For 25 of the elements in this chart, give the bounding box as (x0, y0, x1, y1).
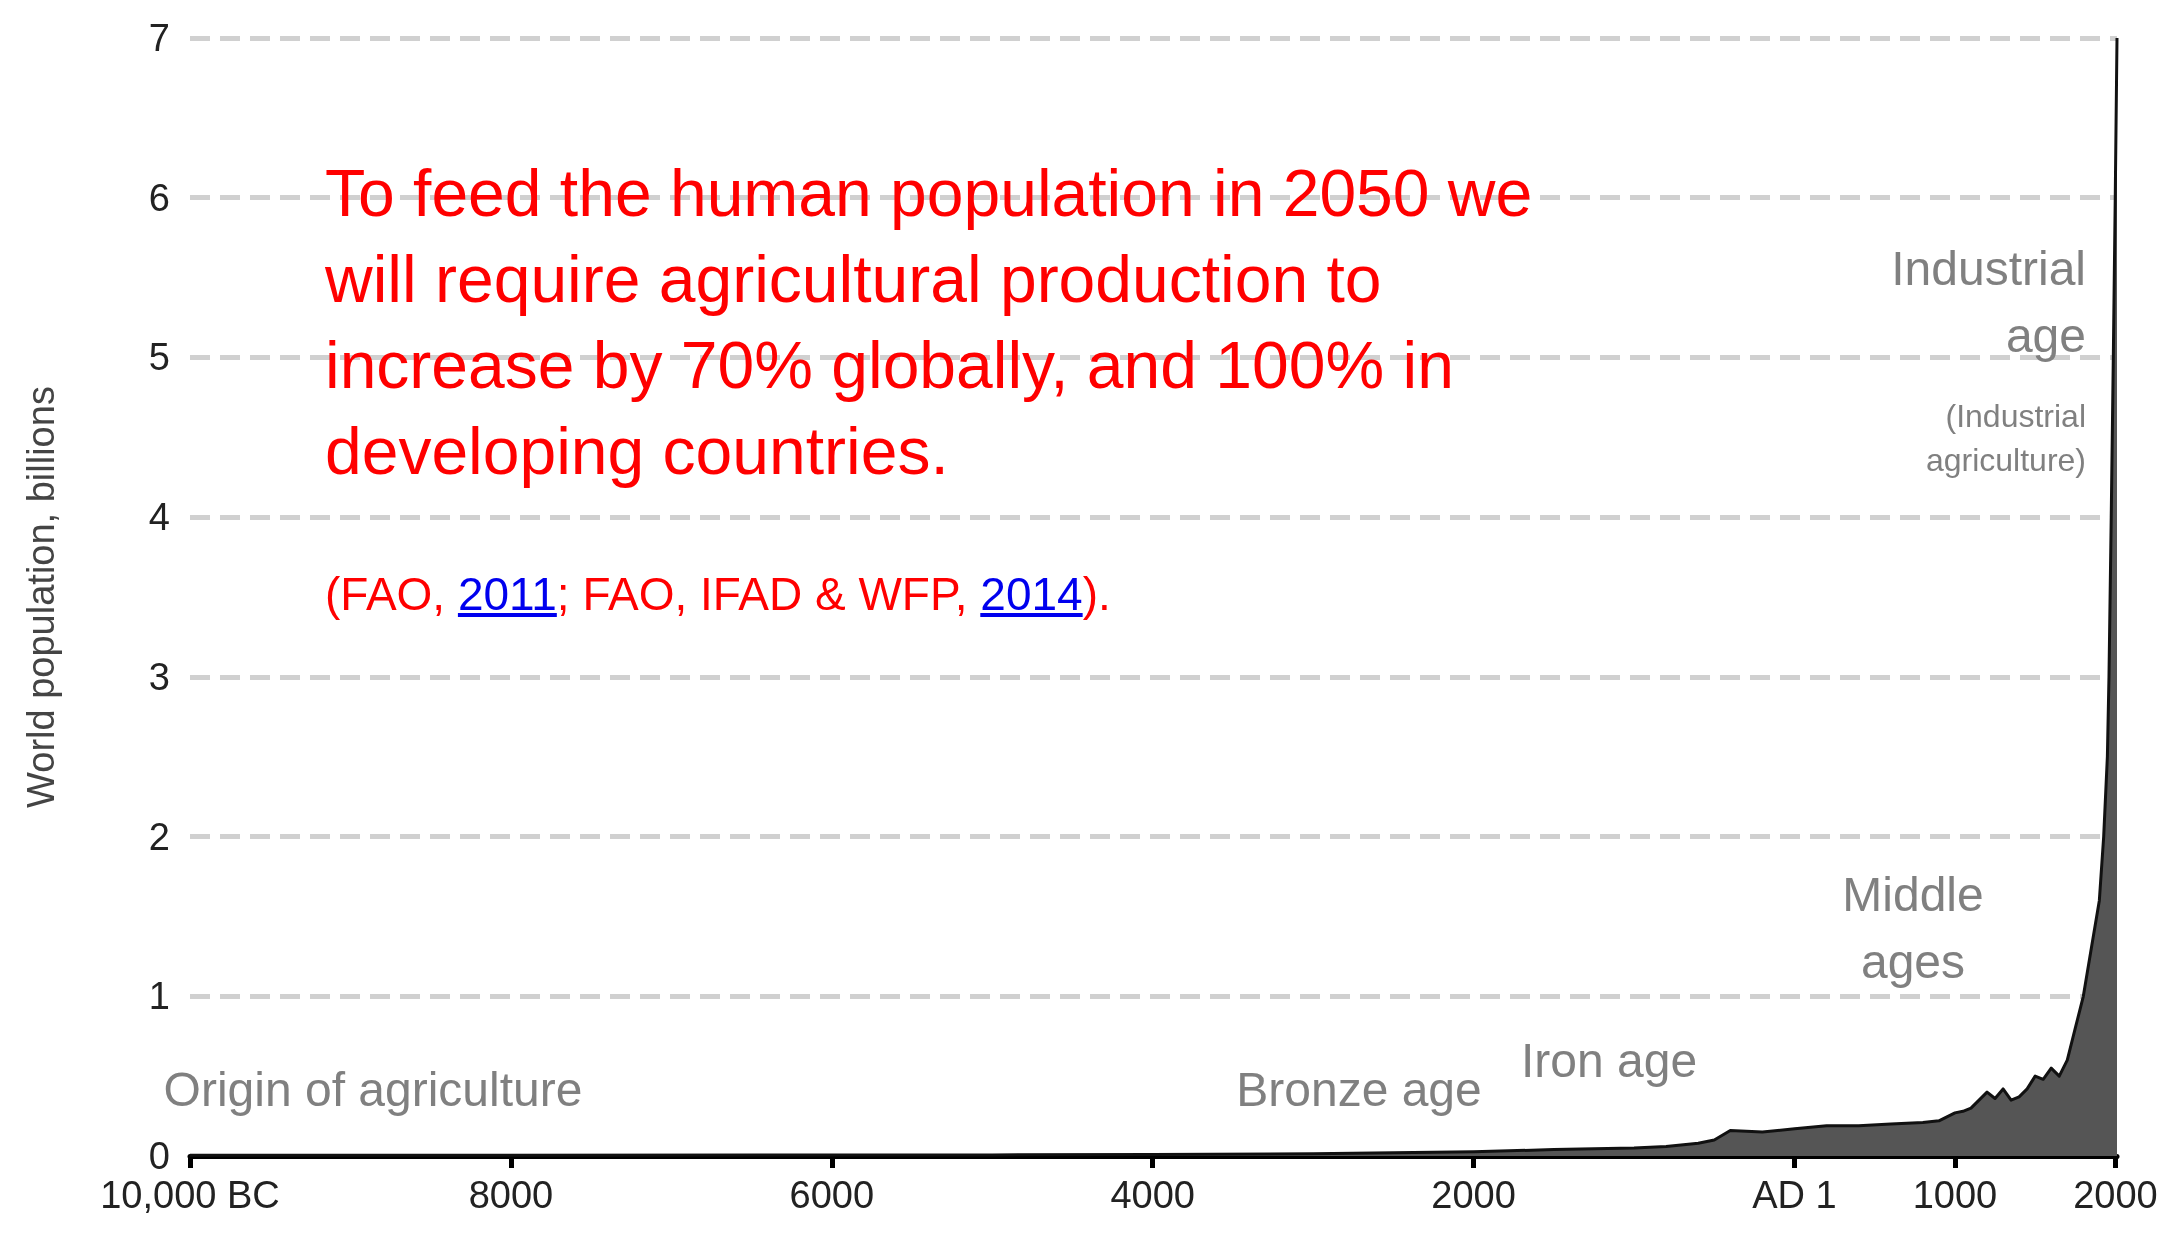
annotation: Origin of agriculture (163, 1062, 583, 1116)
y-tick-label: 7 (148, 17, 170, 59)
x-tick-label: AD 1 (1752, 1174, 1837, 1216)
x-tick-label: 1000 (1912, 1174, 1998, 1216)
annotation: To feed the human population in 2050 we will require agricultural production to increase by 70% globally, and 100% in developing countries. (325, 155, 1534, 490)
y-tick-label: 2 (148, 815, 170, 858)
y-tick-label: 5 (148, 336, 170, 379)
y-tick-label: 3 (148, 655, 170, 698)
x-tick-label: 6000 (789, 1174, 875, 1216)
annotation: Industrial age (1891, 241, 2086, 363)
x-tick-label: 8000 (468, 1174, 554, 1216)
annotation: Bronze age (1236, 1062, 1482, 1116)
y-axis-title: World population, billions (20, 386, 62, 808)
annotation: Middle ages (1842, 867, 1984, 989)
y-tick-label: 0 (148, 1135, 170, 1177)
y-tick-label: 1 (148, 975, 170, 1018)
y-tick-label: 4 (148, 496, 170, 539)
annotation: Iron age (1520, 1033, 1698, 1087)
annotation: (Industrial agriculture) (1925, 397, 2086, 479)
y-tick-label: 6 (148, 176, 170, 219)
x-tick-label: 2000 (2073, 1174, 2158, 1216)
x-tick-label: 4000 (1110, 1174, 1195, 1216)
annotation: (FAO, 2011; FAO, IFAD & WFP, 2014). (325, 567, 1112, 622)
x-tick-label: 10,000 BC (100, 1174, 280, 1216)
x-tick-label: 2000 (1431, 1174, 1516, 1216)
